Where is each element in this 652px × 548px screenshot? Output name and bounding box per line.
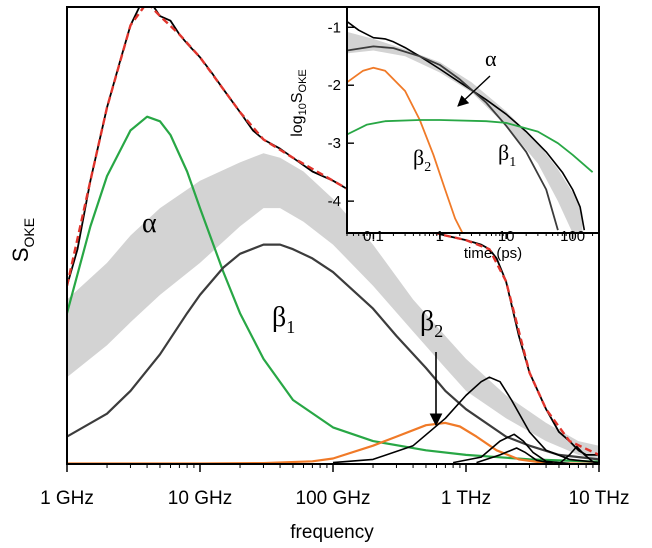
inset-alpha-label: α <box>485 46 497 71</box>
inset-y-tick-label: -2 <box>328 77 341 94</box>
inset-y-label-sub10: 10 <box>297 103 309 115</box>
inset-alpha-arrow <box>457 75 491 107</box>
inset-y-tick-label: -1 <box>328 19 341 36</box>
inset-y-label-log: log <box>289 115 306 136</box>
inset-x-tick-label: 100 <box>560 228 585 245</box>
beta1-label: β1 <box>272 302 295 337</box>
main-high_d-line <box>558 445 599 464</box>
main-series-group <box>67 7 599 464</box>
inset-y-label-s: S <box>289 92 306 103</box>
x-axis-label: frequency <box>290 522 374 543</box>
inset-data-line <box>347 20 586 231</box>
inset-beta2-sub: 2 <box>424 160 431 175</box>
beta1-label-sub: 1 <box>286 317 295 337</box>
main-band-area <box>67 153 599 460</box>
main-chart: 1 GHz 10 GHz 100 GHz 1 THz 10 THz frequency … <box>8 6 629 543</box>
inset-beta1-sub: 1 <box>509 155 516 170</box>
main-x-tick-label: 1 GHz <box>40 488 94 509</box>
inset-beta2-label: β2 <box>413 145 431 175</box>
inset-axis-ticks: 0.1 1 10 100 -1 -2 -3 -4 <box>328 19 594 245</box>
inset-y-label-suboke: OKE <box>297 69 309 92</box>
main-x-ticks: 1 GHz 10 GHz 100 GHz 1 THz 10 THz <box>40 464 629 509</box>
alpha-label: α <box>142 208 157 239</box>
main-x-tick-label: 10 THz <box>569 488 630 509</box>
beta1-label-beta: β <box>272 302 286 333</box>
main-alpha-line <box>67 115 599 463</box>
beta1-uncertainty-band <box>67 153 599 460</box>
main-x-tick-label: 10 GHz <box>168 488 232 509</box>
main-fit-line <box>67 7 599 456</box>
y-axis-label: SOKE <box>8 218 37 262</box>
inset-x-tick-label: 0.1 <box>363 228 384 245</box>
inset-series-group <box>347 20 594 233</box>
inset-x-tick-label: 1 <box>436 228 444 245</box>
inset-plot-frame <box>346 6 600 234</box>
inset-chart: 0.1 1 10 100-1-2-3-4 time (ps) log10SOKE α … <box>289 6 600 262</box>
inset-x-tick-label: 10 <box>498 228 515 245</box>
beta2-label-beta: β <box>420 306 434 337</box>
inset-y-axis-label: log10SOKE <box>289 69 309 137</box>
main-high_c-line <box>476 447 554 464</box>
inset-beta1-label: β1 <box>498 140 516 170</box>
inset-y-tick-label: -4 <box>328 193 341 210</box>
main-high_b-line <box>452 433 570 464</box>
main-x-tick-label: 1 THz <box>441 488 491 509</box>
inset-beta1-line <box>347 45 559 231</box>
main-beta2-line <box>67 421 599 464</box>
inset-alpha-line <box>347 119 594 173</box>
main-x-tick-label: 100 GHz <box>296 488 371 509</box>
y-axis-label-sub: OKE <box>21 218 37 248</box>
inset-y-tick-label: -3 <box>328 135 341 152</box>
beta2-label: β2 <box>420 306 443 341</box>
beta2-label-sub: 2 <box>434 321 443 341</box>
main-high_main-line <box>332 376 599 464</box>
main-beta1-line <box>67 243 599 461</box>
inset-beta2-beta: β <box>413 145 424 170</box>
y-axis-label-main: S <box>8 247 33 262</box>
inset-beta1-beta: β <box>498 140 509 165</box>
inset-beta2-line <box>347 66 464 233</box>
inset-x-axis-label: time (ps) <box>464 245 522 262</box>
